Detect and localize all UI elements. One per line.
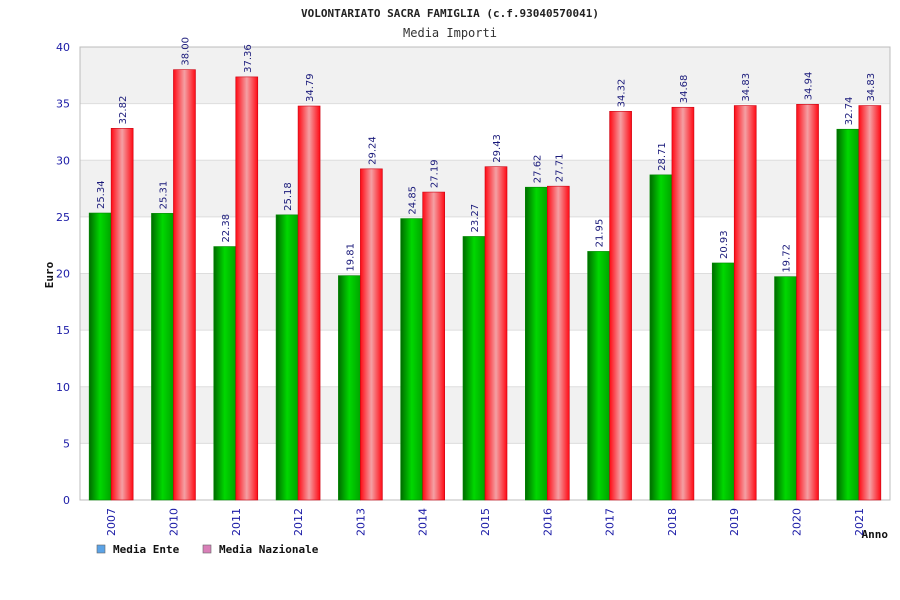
y-tick-label: 10 bbox=[56, 381, 70, 394]
bar-media-nazionale-2020 bbox=[796, 104, 819, 501]
data-label: 34.94 bbox=[804, 72, 815, 101]
data-label: 20.93 bbox=[719, 230, 730, 259]
data-label: 34.83 bbox=[741, 73, 752, 102]
y-tick-label: 20 bbox=[56, 268, 70, 281]
x-axis-label: Anno bbox=[862, 528, 889, 541]
y-tick-label: 30 bbox=[56, 154, 70, 167]
data-label: 19.81 bbox=[345, 243, 356, 272]
bar-media-nazionale-2007 bbox=[110, 128, 134, 501]
bar-media-ente-2015 bbox=[462, 236, 486, 501]
y-tick-label: 40 bbox=[56, 41, 70, 54]
legend: Media Ente Media Nazionale bbox=[96, 543, 319, 556]
y-tick-label: 35 bbox=[56, 98, 70, 111]
data-label: 29.43 bbox=[492, 134, 503, 163]
grid-band bbox=[80, 47, 890, 104]
x-tick-label: 2007 bbox=[105, 508, 118, 536]
y-tick-label: 15 bbox=[56, 324, 70, 337]
bar-media-ente-2019 bbox=[711, 262, 735, 501]
bar-media-nazionale-2011 bbox=[235, 76, 259, 501]
bar-media-nazionale-2013 bbox=[360, 168, 383, 501]
bar-media-ente-2018 bbox=[649, 174, 673, 501]
x-axis: 2007 2010 2011 2012 2013 2014 2015 2016 2017 2018… bbox=[105, 508, 866, 536]
bar-media-ente-2014 bbox=[400, 218, 423, 501]
x-tick-label: 2018 bbox=[666, 508, 679, 536]
bars bbox=[88, 69, 882, 501]
bar-media-nazionale-2017 bbox=[609, 111, 632, 501]
bar-media-nazionale-2019 bbox=[733, 105, 757, 501]
bar-media-nazionale-2015 bbox=[484, 166, 508, 501]
bar-media-nazionale-2014 bbox=[422, 191, 445, 501]
y-axis-label: Euro bbox=[43, 261, 56, 288]
data-label: 34.79 bbox=[305, 73, 316, 102]
bar-media-nazionale-2021 bbox=[858, 105, 882, 501]
bar-media-ente-2020 bbox=[774, 276, 797, 501]
data-label: 28.71 bbox=[657, 142, 668, 171]
y-tick-label: 5 bbox=[63, 437, 70, 450]
data-label: 38.00 bbox=[180, 37, 191, 66]
chart-title: VOLONTARIATO SACRA FAMIGLIA (c.f.9304057… bbox=[301, 7, 599, 20]
bar-media-nazionale-2010 bbox=[173, 69, 196, 501]
data-label: 23.27 bbox=[470, 204, 481, 233]
bar-media-ente-2011 bbox=[213, 246, 237, 501]
legend-label-media-nazionale: Media Nazionale bbox=[219, 543, 319, 556]
data-label: 27.71 bbox=[554, 154, 565, 183]
data-label: 34.83 bbox=[866, 73, 877, 102]
data-label: 27.19 bbox=[430, 159, 441, 188]
data-label: 29.24 bbox=[367, 136, 378, 165]
data-label: 32.74 bbox=[844, 97, 855, 126]
data-label: 25.18 bbox=[283, 182, 294, 211]
data-label: 27.62 bbox=[532, 155, 543, 184]
x-tick-label: 2014 bbox=[417, 508, 430, 536]
data-label: 32.82 bbox=[118, 96, 129, 125]
bar-media-nazionale-2018 bbox=[671, 106, 695, 501]
legend-label-media-ente: Media Ente bbox=[113, 543, 180, 556]
x-tick-label: 2010 bbox=[167, 508, 180, 536]
bar-media-ente-2016 bbox=[525, 186, 548, 501]
data-label: 25.34 bbox=[96, 180, 107, 209]
bar-media-nazionale-2012 bbox=[297, 105, 321, 501]
data-labels: 25.34 32.82 25.31 38.00 22.38 37.36 25.18 34.79… bbox=[96, 37, 877, 273]
bar-media-nazionale-2016 bbox=[547, 185, 570, 501]
chart-subtitle: Media Importi bbox=[403, 26, 497, 40]
data-label: 24.85 bbox=[408, 186, 419, 215]
bar-media-ente-2021 bbox=[836, 128, 860, 501]
bar-media-ente-2012 bbox=[275, 214, 299, 501]
data-label: 34.32 bbox=[617, 79, 628, 108]
bar-media-ente-2007 bbox=[88, 212, 112, 501]
y-axis: 0 5 10 15 20 25 30 35 40 bbox=[56, 41, 70, 507]
legend-swatch-media-ente bbox=[96, 544, 106, 554]
y-tick-label: 25 bbox=[56, 211, 70, 224]
x-tick-label: 2016 bbox=[541, 508, 554, 536]
data-label: 21.95 bbox=[595, 219, 606, 248]
data-label: 22.38 bbox=[221, 214, 232, 243]
x-tick-label: 2020 bbox=[791, 508, 804, 536]
grid-band bbox=[80, 103, 890, 161]
data-label: 19.72 bbox=[782, 244, 793, 273]
data-label: 34.68 bbox=[679, 75, 690, 104]
bar-media-ente-2017 bbox=[587, 251, 610, 501]
data-label: 25.31 bbox=[158, 181, 169, 210]
data-label: 37.36 bbox=[243, 44, 254, 73]
bar-media-ente-2013 bbox=[338, 275, 361, 501]
x-tick-label: 2013 bbox=[354, 508, 367, 536]
x-tick-label: 2012 bbox=[292, 508, 305, 536]
x-tick-label: 2019 bbox=[728, 508, 741, 536]
x-tick-label: 2011 bbox=[230, 508, 243, 536]
y-tick-label: 0 bbox=[63, 494, 70, 507]
x-tick-label: 2021 bbox=[853, 508, 866, 536]
bar-media-ente-2010 bbox=[151, 213, 174, 501]
x-tick-label: 2017 bbox=[604, 508, 617, 536]
legend-swatch-media-nazionale bbox=[202, 544, 212, 554]
x-tick-label: 2015 bbox=[479, 508, 492, 536]
